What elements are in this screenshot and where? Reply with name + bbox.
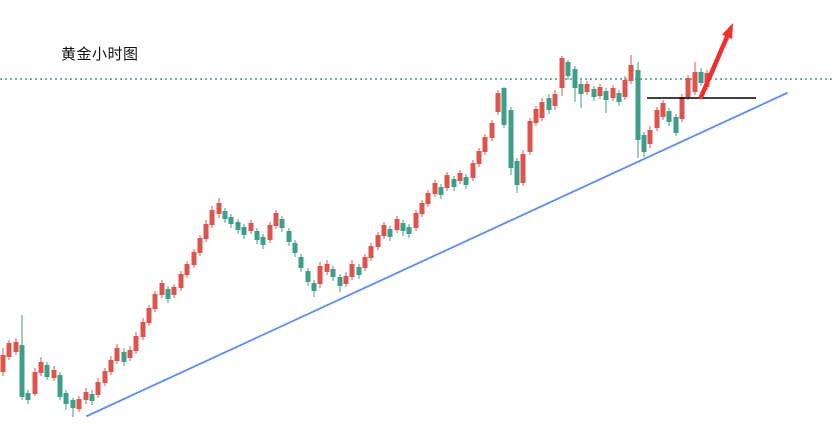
chart-title: 黄金小时图 [61, 46, 139, 63]
support-trendline [86, 92, 788, 417]
breakout-arrow [698, 23, 733, 100]
candles-layer [0, 55, 710, 417]
